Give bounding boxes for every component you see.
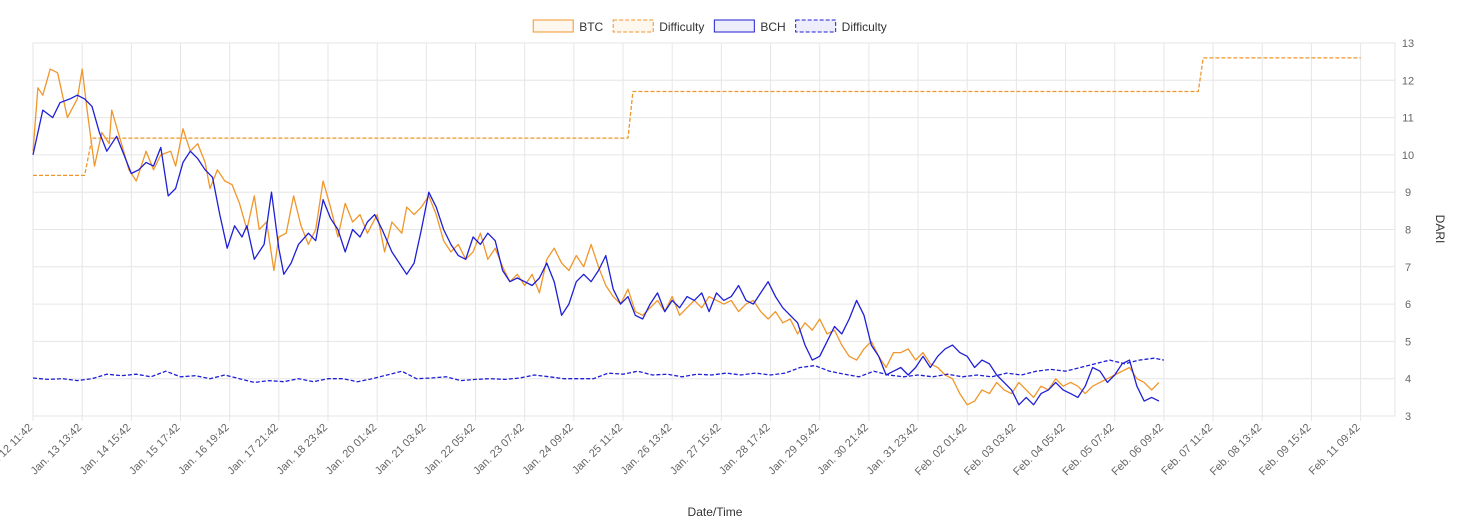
x-tick-label: Jan. 24 09:42 [520,422,576,478]
y-tick-label: 3 [1405,411,1411,423]
legend-item[interactable]: BTC [532,19,604,34]
x-tick-label: Jan. 31 23:42 [865,422,921,478]
legend-swatch [713,19,755,33]
chart-grid [32,42,1396,421]
x-tick-label: Jan. 17 21:42 [225,422,281,478]
y-axis-ticks: 3 4 5 6 7 8 9 10 11 12 13 [1402,38,1414,423]
x-tick-label: Jan. 18 23:42 [275,422,331,478]
y-tick-label: 5 [1405,336,1411,348]
x-axis-label: Date/Time [688,505,743,519]
series-line-difficulty-1 [33,57,1361,177]
y-tick-label: 4 [1405,374,1411,386]
x-tick-label: Jan. 23 07:42 [471,422,527,478]
y-axis-label: DARI [1433,215,1447,244]
x-tick-label: Jan. 13 13:42 [29,422,85,478]
y-tick-label: 8 [1405,225,1411,237]
x-tick-label: Jan. 27 15:42 [668,422,724,478]
x-tick-label: Jan. 16 19:42 [176,422,232,478]
legend-label: Difficulty [842,20,887,34]
legend-item[interactable]: BCH [713,19,786,34]
legend: BTC Difficulty BCH Difficulty [532,19,887,34]
x-tick-label: Jan. 22 05:42 [422,422,478,478]
x-tick-label: Jan. 30 21:42 [815,422,871,478]
series-line-bch-2 [32,94,1160,406]
legend-item[interactable]: Difficulty [795,19,887,34]
legend-swatch [532,19,574,33]
series-line-btc-0 [32,68,1160,406]
x-tick-label: Jan. 15 17:42 [127,422,183,478]
x-tick-label: Jan. 26 13:42 [619,422,675,478]
x-tick-label: Jan. 28 17:42 [717,422,773,478]
chart-series [32,57,1361,406]
x-tick-label: Jan. 20 01:42 [324,422,380,478]
legend-swatch [612,19,654,33]
y-tick-label: 9 [1405,187,1411,199]
legend-label: Difficulty [659,20,704,34]
y-tick-label: 7 [1405,262,1411,274]
x-tick-label: Feb. 07 11:42 [1159,422,1215,478]
x-tick-label: Feb. 06 09:42 [1110,422,1166,478]
y-tick-label: 11 [1402,113,1413,125]
legend-label: BCH [760,20,785,34]
x-tick-label: Feb. 09 15:42 [1257,422,1313,478]
y-tick-label: 12 [1402,75,1414,87]
x-tick-label: Jan. 29 19:42 [766,422,822,478]
legend-label: BTC [579,20,603,34]
legend-item[interactable]: Difficulty [612,19,704,34]
y-tick-label: 10 [1402,150,1414,162]
x-tick-label: Jan. 25 11:42 [570,422,625,477]
x-tick-label: Jan. 21 03:42 [373,422,429,478]
legend-swatch [795,19,837,33]
x-tick-label: Feb. 11 09:42 [1307,422,1363,478]
x-tick-label: Jan. 14 15:42 [78,422,134,478]
series-line-difficulty-3 [32,357,1165,384]
y-tick-label: 13 [1402,38,1414,50]
y-tick-label: 6 [1405,299,1411,311]
